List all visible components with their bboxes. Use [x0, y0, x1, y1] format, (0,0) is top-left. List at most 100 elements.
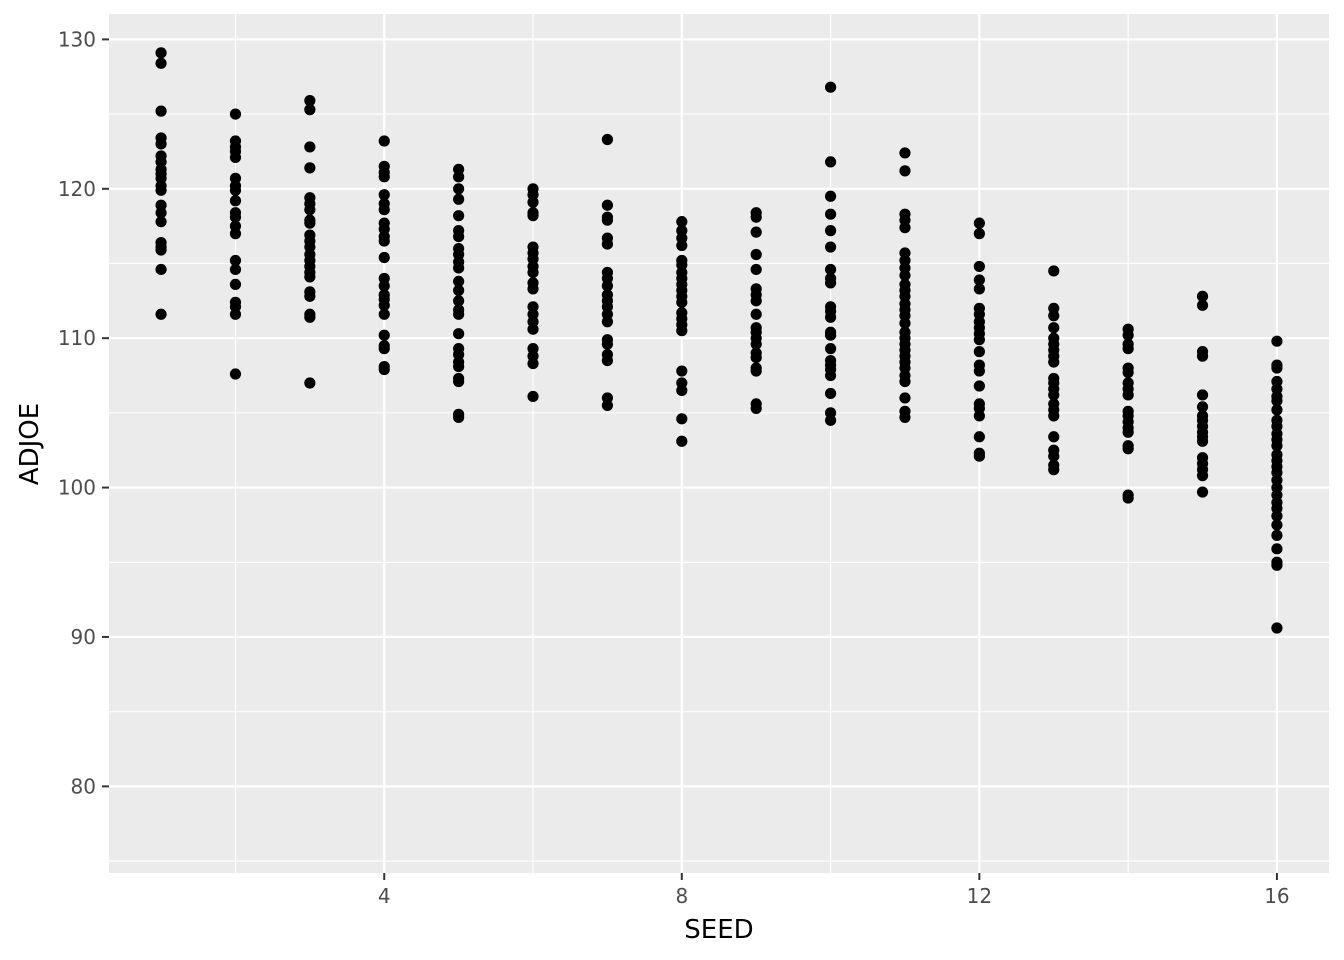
data-point [155, 57, 167, 69]
x-tick-label: 16 [1264, 884, 1289, 908]
data-point [1048, 431, 1060, 443]
data-point [899, 317, 911, 329]
data-point [973, 217, 985, 229]
data-point [601, 354, 614, 367]
data-point [1271, 559, 1283, 571]
data-point [1048, 310, 1060, 322]
data-point [527, 266, 539, 279]
data-points [155, 47, 1283, 634]
data-point [453, 308, 465, 320]
data-point [453, 360, 465, 373]
data-point [453, 328, 465, 340]
data-point [1196, 435, 1209, 447]
data-point [1271, 395, 1283, 407]
data-point [378, 251, 390, 264]
data-point [1271, 622, 1283, 634]
data-point [453, 275, 465, 288]
data-point [304, 141, 316, 153]
data-point [750, 263, 762, 276]
data-point [899, 411, 911, 423]
data-point [453, 183, 465, 195]
data-point [1196, 401, 1209, 413]
data-point [973, 346, 985, 358]
data-point [155, 207, 167, 219]
data-point [229, 184, 242, 196]
data-point [1122, 366, 1134, 379]
data-point [378, 308, 390, 320]
data-point [1048, 356, 1060, 368]
data-point [453, 210, 465, 222]
data-point [1271, 362, 1283, 374]
data-point [1122, 426, 1134, 438]
data-point [229, 151, 242, 164]
y-axis-title: ADJOE [15, 403, 45, 485]
data-point [973, 260, 985, 273]
data-point [601, 338, 614, 350]
data-point [304, 217, 316, 229]
data-point [973, 410, 985, 422]
data-point [601, 238, 614, 250]
data-point [229, 211, 242, 223]
x-axis: 4 8 12 16 [378, 873, 1290, 908]
panel-background [109, 14, 1329, 873]
data-point [1122, 343, 1134, 355]
data-point [229, 368, 242, 380]
data-point [824, 343, 837, 355]
data-point [229, 195, 242, 207]
data-point [453, 375, 465, 388]
data-point [378, 280, 390, 292]
data-point [750, 365, 762, 377]
data-point [155, 263, 167, 276]
data-point [676, 365, 688, 377]
data-point [824, 369, 837, 382]
data-point [1048, 389, 1060, 401]
data-point [899, 375, 911, 388]
data-point [1122, 492, 1134, 504]
data-point [824, 241, 837, 253]
y-tick-label: 120 [58, 177, 96, 201]
plot-panel [109, 14, 1329, 873]
data-point [155, 184, 167, 196]
data-point [155, 105, 167, 117]
data-point [824, 387, 837, 400]
data-point [155, 308, 167, 320]
data-point [899, 222, 911, 234]
data-point [1271, 404, 1283, 416]
data-point [1271, 543, 1283, 555]
data-point [899, 165, 911, 177]
data-point [824, 263, 837, 276]
data-point [750, 248, 762, 261]
data-point [378, 204, 390, 216]
data-point [1196, 389, 1209, 401]
data-point [824, 414, 837, 426]
data-point [304, 311, 316, 323]
data-point [973, 283, 985, 295]
data-point [1271, 510, 1283, 522]
data-point [155, 47, 167, 59]
data-point [378, 299, 390, 311]
data-point [378, 329, 390, 341]
y-axis: 80 90 100 110 120 130 [58, 27, 109, 798]
data-point [304, 104, 316, 116]
data-point [1196, 486, 1209, 498]
data-point [676, 239, 688, 252]
data-point [378, 189, 390, 201]
data-point [1122, 389, 1134, 401]
data-point [750, 295, 762, 307]
data-point [899, 392, 911, 404]
data-point [676, 384, 688, 397]
data-point [1048, 322, 1060, 334]
data-point [155, 138, 167, 150]
data-point [750, 338, 762, 350]
data-point [304, 95, 316, 107]
data-point [229, 278, 242, 290]
data-point [304, 271, 316, 283]
data-point [824, 156, 837, 168]
data-point [973, 380, 985, 392]
data-point [973, 274, 985, 286]
data-point [229, 308, 242, 320]
data-point [453, 171, 465, 183]
data-point [1048, 410, 1060, 422]
data-point [601, 133, 614, 146]
x-axis-title: SEED [684, 915, 753, 945]
